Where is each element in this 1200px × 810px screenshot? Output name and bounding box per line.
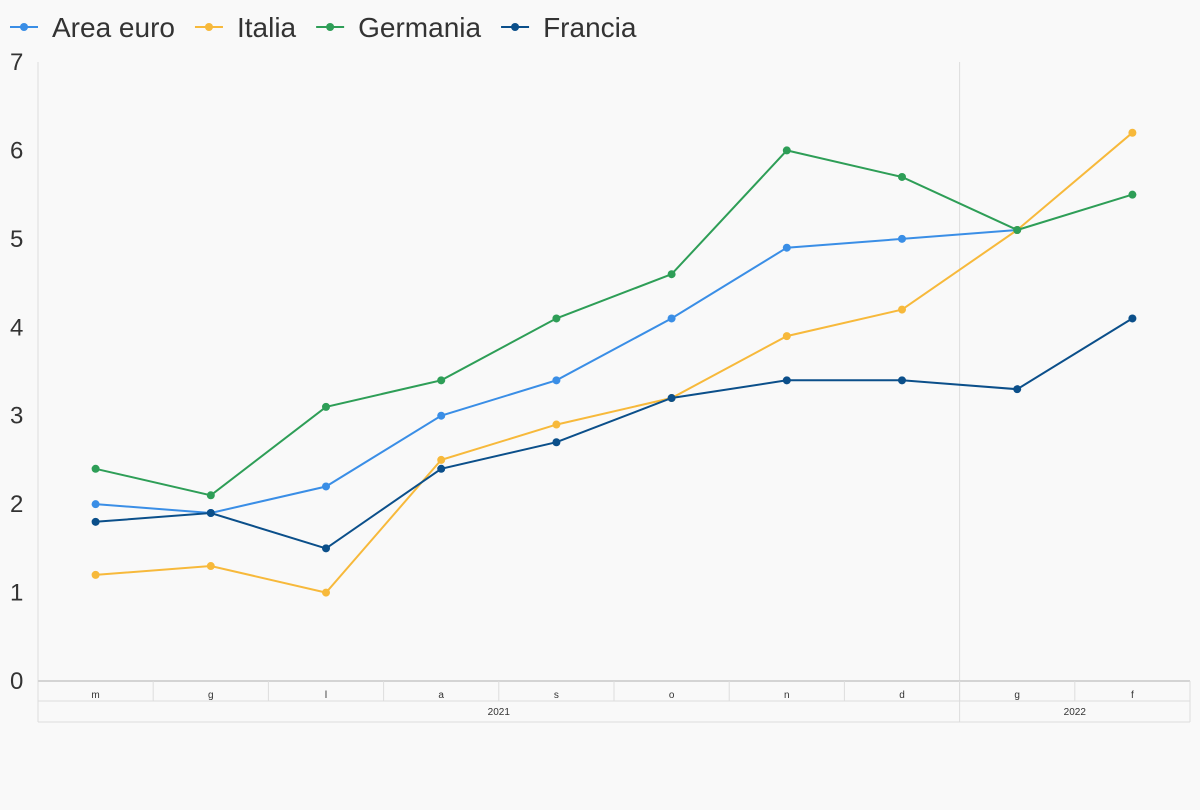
series-line (95, 149, 1133, 497)
x-tick-label: s (554, 690, 559, 701)
x-group-label: 2021 (488, 707, 511, 718)
data-point (322, 544, 330, 553)
data-point (1013, 385, 1022, 394)
y-tick-label: 0 (10, 668, 23, 695)
data-point (782, 332, 791, 341)
data-point (91, 517, 100, 526)
data-point (437, 376, 446, 385)
data-point (898, 234, 906, 243)
data-point (898, 376, 906, 385)
legend: Area euro Italia Germania Francia (10, 12, 637, 43)
series-line (95, 229, 1018, 515)
y-tick-label: 5 (10, 226, 23, 253)
x-tick-label: f (1131, 690, 1134, 701)
legend-marker (204, 23, 213, 31)
data-point (322, 588, 330, 597)
x-tick-label: a (438, 690, 444, 701)
y-tick-label: 4 (10, 314, 23, 341)
legend-item[interactable]: Italia (194, 12, 297, 43)
data-point (782, 146, 791, 155)
data-point (552, 438, 561, 447)
axes: m g l a s o n d g f 2021 2022 0 1 2 3 4 5 6 7 (10, 49, 1191, 723)
x-tick-label: g (1014, 690, 1020, 701)
series-line (95, 317, 1133, 550)
data-point (667, 270, 676, 279)
data-point (206, 508, 215, 517)
x-group-label: 2022 (1064, 707, 1087, 718)
data-point (322, 402, 330, 411)
data-point (1013, 226, 1022, 235)
data-point (1128, 190, 1137, 199)
legend-marker (326, 23, 335, 31)
data-point (552, 314, 561, 323)
data-point (552, 420, 561, 429)
x-tick-label: m (91, 690, 99, 701)
legend-label: Francia (543, 12, 637, 43)
legend-marker (511, 23, 520, 31)
data-point (667, 314, 676, 323)
series-line (95, 131, 1134, 594)
x-tick-label: o (669, 690, 675, 701)
y-tick-label: 1 (10, 580, 23, 607)
legend-item[interactable]: Area euro (10, 12, 175, 43)
data-point (782, 243, 791, 252)
data-point (1128, 314, 1137, 323)
data-point (898, 305, 906, 314)
y-tick-label: 3 (10, 403, 23, 430)
data-point (782, 376, 791, 385)
x-tick-label: n (784, 690, 790, 701)
x-tick-label: g (208, 690, 214, 701)
x-tick-label: d (899, 690, 905, 701)
data-point (91, 500, 100, 509)
data-point (206, 491, 215, 500)
legend-item[interactable]: Germania (316, 12, 481, 43)
data-point (206, 562, 215, 571)
data-point (437, 411, 446, 420)
y-tick-label: 7 (10, 49, 23, 76)
data-point (552, 376, 561, 385)
y-tick-label: 6 (10, 137, 23, 164)
data-point (91, 464, 100, 473)
data-point (322, 482, 330, 491)
series-layer (91, 128, 1137, 597)
data-point (667, 394, 676, 403)
x-tick-label: l (325, 690, 327, 701)
legend-marker (20, 23, 28, 31)
legend-label: Italia (237, 12, 297, 43)
data-point (898, 172, 906, 181)
legend-label: Area euro (52, 12, 175, 43)
data-point (1128, 128, 1137, 137)
data-point (437, 455, 446, 464)
legend-label: Germania (358, 12, 481, 43)
data-point (437, 464, 446, 473)
legend-item[interactable]: Francia (501, 12, 637, 43)
y-tick-label: 2 (10, 491, 23, 518)
data-point (91, 570, 100, 579)
